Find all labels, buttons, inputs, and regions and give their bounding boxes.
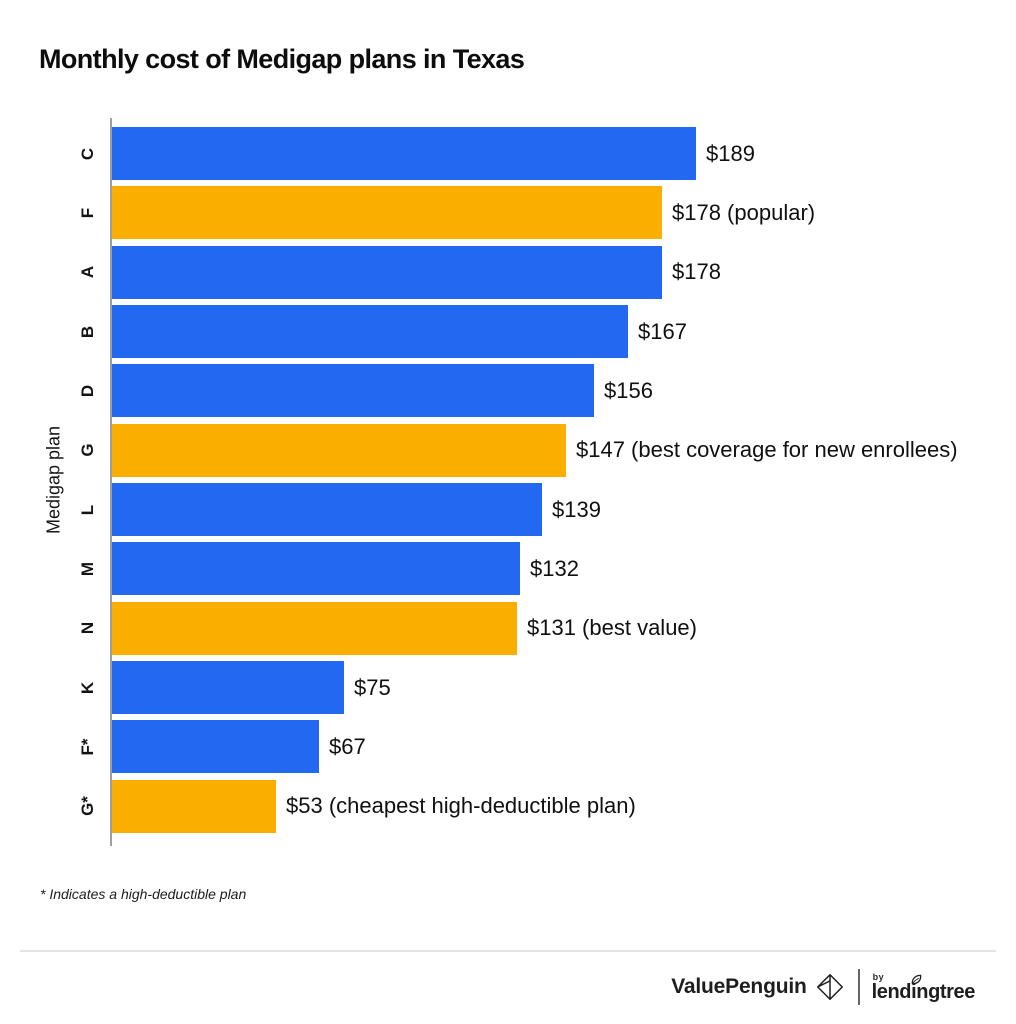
valuepenguin-logo-icon [816, 974, 843, 1000]
bar-value-label: $75 [354, 674, 391, 700]
bar-plan-f [112, 186, 662, 240]
bar-value-label: $178 [672, 259, 721, 285]
bar-row: A $178 [78, 243, 1002, 302]
bar-row: N $131 (best value) [78, 599, 1002, 658]
y-axis-title: Medigap plan [43, 425, 64, 535]
footer-logo-separator [857, 969, 860, 1005]
bar-row: F $178 (popular) [78, 183, 1002, 242]
y-axis-line [110, 118, 112, 846]
footer-brand-lockup: ValuePenguin by lendingtree [671, 966, 975, 1008]
bar-plan-g-hd [112, 779, 276, 833]
y-tick-label: D [78, 384, 97, 398]
bar-plan-l [112, 483, 542, 537]
bar-plan-n [112, 601, 517, 655]
bar-value-label: $189 [706, 140, 755, 166]
footnote: * Indicates a high-deductible plan [40, 886, 247, 902]
bar-row: G $147 (best coverage for new enrollees) [78, 421, 1002, 480]
bar-value-label: $147 (best coverage for new enrollees) [576, 437, 958, 463]
y-tick-label: L [78, 504, 97, 515]
bar-plan-b [112, 305, 628, 359]
footer-divider [20, 950, 996, 952]
bar-value-label: $53 (cheapest high-deductible plan) [286, 793, 636, 819]
y-tick-label: C [78, 147, 97, 160]
lendingtree-logo: by lendingtree [871, 971, 976, 1003]
y-tick-label: K [78, 681, 97, 694]
y-tick-label: N [78, 622, 97, 635]
bar-plan-d [112, 364, 594, 418]
y-tick-label: F [78, 207, 97, 219]
valuepenguin-logo-text: ValuePenguin [671, 975, 807, 998]
bar-value-label: $131 (best value) [527, 615, 697, 641]
lendingtree-byline: by [872, 971, 885, 982]
bar-row: M $132 [78, 539, 1002, 598]
chart-title: Monthly cost of Medigap plans in Texas [39, 44, 525, 74]
y-tick-label: F* [78, 738, 97, 756]
y-tick-label: G* [78, 796, 97, 817]
bar-row: L $139 [78, 480, 1002, 539]
y-tick-label: A [78, 266, 97, 279]
y-tick-label: B [78, 325, 97, 338]
bar-value-label: $132 [530, 555, 579, 581]
bar-row: K $75 [78, 658, 1002, 717]
bar-value-label: $178 (popular) [672, 199, 816, 225]
bar-row: C $189 [78, 124, 1002, 183]
bar-value-label: $139 [552, 496, 601, 522]
bar-value-label: $67 [329, 733, 366, 759]
bars-container: C $189 F $178 (popular) A $178 B $167 D $156 G $147… [78, 124, 1002, 836]
y-tick-label: G [78, 443, 97, 457]
bar-row: F* $67 [78, 717, 1002, 776]
bar-row: B $167 [78, 302, 1002, 361]
bar-plan-g [112, 423, 566, 477]
leaf-icon [911, 974, 921, 984]
bar-plan-k [112, 661, 344, 715]
bar-value-label: $156 [604, 377, 653, 403]
lendingtree-logo-text: lendingtree [871, 980, 976, 1003]
bar-value-label: $167 [638, 318, 687, 344]
bar-row: G* $53 (cheapest high-deductible plan) [78, 777, 1002, 836]
y-tick-label: M [78, 561, 97, 577]
bar-row: D $156 [78, 361, 1002, 420]
bar-plan-a [112, 245, 662, 299]
bar-plan-m [112, 542, 520, 596]
bar-plan-f-hd [112, 720, 319, 774]
bar-plan-c [112, 127, 696, 181]
